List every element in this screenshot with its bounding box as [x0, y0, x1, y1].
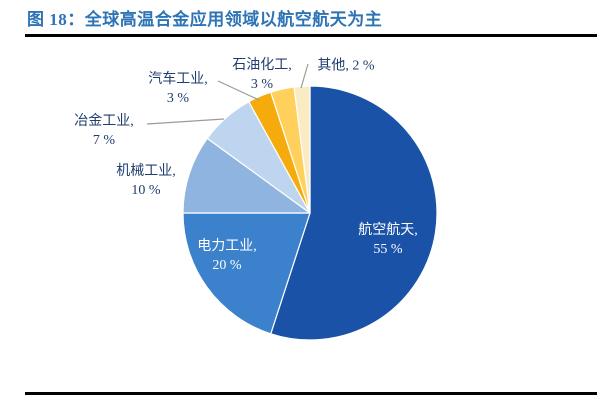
pie-slice-label-line2: 3 % — [166, 91, 190, 106]
pie-slice-label-line1: 其他, 2 % — [317, 58, 375, 74]
pie-slice-label-petrochemical: 石油化工, 3 % — [232, 56, 292, 94]
footer-rule — [25, 392, 597, 395]
pie-slice-label-machinery: 机械工业, 10 % — [116, 162, 176, 200]
figure-title: 图 18：全球高温合金应用领域以航空航天为主 — [27, 10, 383, 29]
pie-slice-label-line2: 7 % — [92, 133, 116, 148]
label-leader-line — [217, 80, 260, 101]
pie-slice-label-line2: 3 % — [250, 77, 274, 92]
pie-slice-aerospace — [270, 85, 438, 341]
pie-slice-label-metallurgy: 冶金工业, 7 % — [74, 112, 134, 150]
pie-slice-label-automotive: 汽车工业, 3 % — [148, 70, 208, 108]
pie-slice-label-others: 其他, 2 % — [317, 57, 374, 76]
pie-slice-label-line1: 机械工业, — [116, 164, 176, 179]
pie-slice-label-line1: 石油化工, — [232, 58, 292, 73]
pie-slice-label-line1: 电力工业, — [197, 239, 257, 254]
pie-slice-label-aerospace: 航空航天, 55 % — [358, 221, 418, 259]
pie-slice-power — [182, 212, 311, 335]
pie-slice-label-line1: 航空航天, — [358, 223, 418, 238]
pie-slice-label-line1: 冶金工业, — [74, 114, 134, 129]
pie-slice-label-line1: 汽车工业, — [148, 72, 208, 87]
pie-slice-label-line2: 10 % — [131, 183, 161, 198]
label-leader-line — [146, 118, 225, 125]
pie-slice-label-power: 电力工业, 20 % — [197, 237, 257, 275]
title-underline — [25, 34, 597, 37]
pie-slice-label-line2: 20 % — [212, 258, 242, 273]
label-leader-line — [300, 63, 309, 89]
pie-slice-machinery — [182, 137, 311, 214]
pie-slice-label-line2: 55 % — [373, 242, 403, 257]
